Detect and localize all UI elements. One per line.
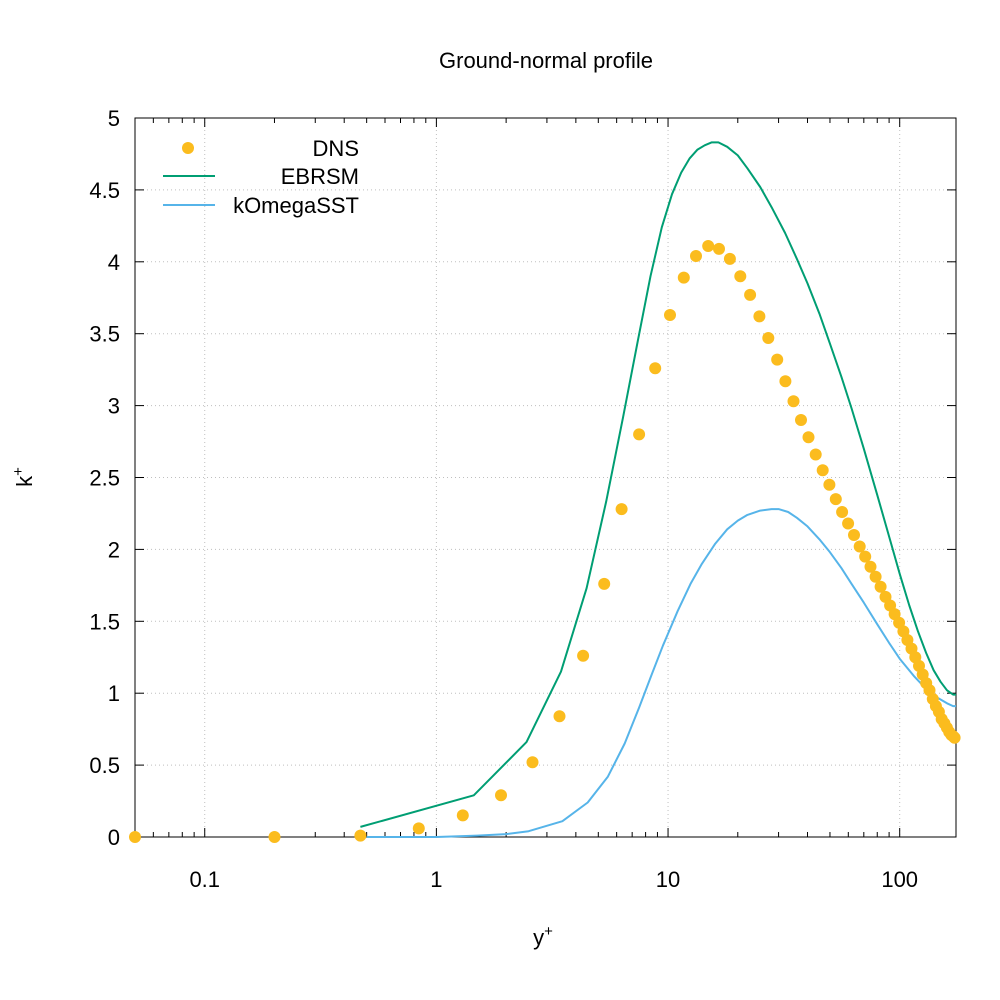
data-point-dns	[809, 448, 822, 461]
y-tick-label: 2.5	[89, 466, 120, 491]
data-point-dns	[762, 332, 775, 344]
data-point-dns	[836, 506, 849, 518]
data-point-dns	[829, 493, 842, 506]
data-point-dns	[268, 831, 281, 843]
y-tick-label: 0.5	[89, 753, 120, 778]
data-point-dns	[713, 242, 725, 255]
x-axis-label: y+	[533, 923, 553, 950]
data-point-dns	[744, 288, 757, 301]
data-point-dns	[354, 829, 367, 842]
data-point-dns	[842, 517, 855, 530]
tick-labels: 0 0.5 1 1.5 2 2.5 3 3.5 4 4.5 5 0.1 1 10 100	[89, 106, 918, 892]
data-point-dns	[771, 353, 784, 366]
data-point-dns	[874, 580, 887, 593]
legend-label-dns: DNS	[313, 136, 359, 161]
legend-swatch-dns	[182, 142, 194, 154]
data-point-dns	[753, 310, 766, 323]
y-tick-label: 3.5	[89, 322, 120, 347]
x-tick-label: 0.1	[189, 867, 220, 892]
legend-label-komegasst: kOmegaSST	[233, 193, 359, 218]
y-tick-label: 5	[108, 106, 120, 131]
y-tick-label: 4.5	[89, 178, 120, 203]
x-tick-label: 1	[430, 867, 442, 892]
data-point-dns	[816, 464, 829, 477]
y-axis-label: k+	[10, 467, 37, 487]
data-point-dns	[787, 395, 800, 408]
data-point-dns	[129, 831, 141, 843]
data-point-dns	[702, 240, 715, 252]
y-tick-label: 2	[108, 537, 120, 562]
y-tick-label: 3	[108, 394, 120, 419]
legend-label-ebrsm: EBRSM	[281, 164, 359, 189]
chart-title: Ground-normal profile	[439, 48, 653, 73]
series-line-ebrsm	[360, 141, 956, 828]
x-tick-label: 100	[881, 867, 918, 892]
data-point-dns	[456, 809, 469, 822]
data-point-dns	[577, 649, 590, 662]
data-point-dns	[823, 478, 836, 491]
series-line-komegasst	[366, 508, 956, 838]
data-point-dns	[598, 577, 611, 590]
data-point-dns	[633, 428, 646, 441]
data-point-dns	[948, 731, 961, 744]
data-point-dns	[869, 570, 882, 583]
data-point-dns	[690, 250, 702, 262]
data-point-dns	[779, 375, 792, 388]
y-tick-label: 0	[108, 825, 120, 850]
data-point-dns	[495, 789, 507, 802]
data-point-dns	[864, 560, 877, 573]
data-point-dns	[526, 756, 539, 769]
data-point-dns	[412, 822, 425, 835]
grid	[135, 118, 956, 837]
data-point-dns	[677, 271, 690, 284]
data-point-dns	[848, 529, 860, 541]
data-point-dns	[734, 270, 747, 283]
legend: DNS EBRSM kOmegaSST	[163, 136, 359, 218]
data-point-dns	[615, 503, 628, 516]
x-tick-label: 10	[656, 867, 680, 892]
data-point-dns	[649, 362, 662, 375]
series-layer	[129, 141, 961, 843]
data-point-dns	[723, 252, 736, 265]
data-point-dns	[795, 414, 807, 426]
y-tick-label: 4	[108, 250, 120, 275]
data-point-dns	[553, 710, 566, 723]
data-point-dns	[853, 540, 866, 553]
data-point-dns	[802, 431, 815, 444]
y-tick-label: 1	[108, 681, 120, 706]
data-point-dns	[664, 309, 676, 321]
y-tick-label: 1.5	[89, 609, 120, 634]
data-point-dns	[859, 550, 872, 563]
plot-frame	[134, 117, 957, 838]
